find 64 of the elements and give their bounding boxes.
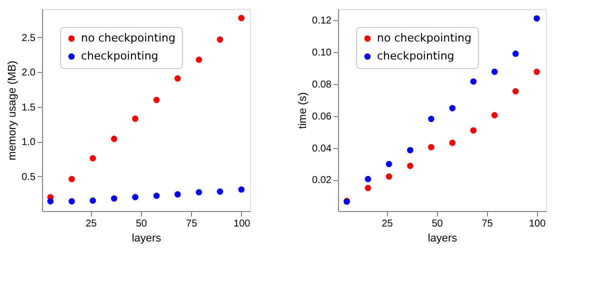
- y-tick-label: 0.08: [312, 79, 332, 90]
- y-axis-title: time (s): [297, 92, 310, 129]
- point: [449, 140, 456, 146]
- y-tick-label: 0.5: [22, 172, 36, 183]
- legend-label: checkpointing: [377, 50, 454, 62]
- x-tick-label: 100: [234, 218, 251, 230]
- y-tick-label: 2.0: [22, 68, 36, 79]
- y-tick-label: 0.02: [312, 175, 332, 186]
- point: [428, 116, 434, 122]
- point: [174, 75, 181, 82]
- point: [196, 189, 202, 196]
- y-tick-label: 1.0: [22, 137, 36, 148]
- point: [534, 68, 540, 75]
- point: [90, 155, 96, 162]
- point: [364, 184, 372, 192]
- point: [386, 173, 392, 180]
- point: [68, 198, 75, 204]
- x-tick-label: 100: [528, 218, 546, 230]
- point: [470, 127, 477, 134]
- point: [132, 194, 138, 200]
- point: [238, 14, 245, 22]
- x-tick-label: 25: [382, 218, 394, 230]
- point: [449, 105, 456, 112]
- point: [407, 147, 414, 154]
- y-tick-label: 0.10: [312, 47, 332, 58]
- point: [196, 56, 202, 63]
- point: [470, 78, 477, 85]
- x-tick-label: 50: [432, 218, 444, 230]
- point: [407, 162, 414, 169]
- x-tick-label: 50: [136, 218, 148, 230]
- x-tick-label: 75: [186, 218, 198, 230]
- point: [132, 116, 138, 122]
- y-tick-label: 2.5: [22, 32, 36, 44]
- y-tick-label: 1.5: [22, 102, 36, 114]
- point: [216, 188, 224, 195]
- point: [110, 195, 118, 202]
- y-axis-title: memory usage (MB): [6, 60, 19, 160]
- point: [68, 176, 75, 182]
- point: [238, 186, 245, 193]
- legend-label: no checkpointing: [81, 32, 176, 44]
- y-tick-label: 0.06: [312, 111, 332, 122]
- point: [512, 88, 519, 94]
- point: [364, 176, 372, 182]
- point: [90, 197, 96, 204]
- x-axis-title: layers: [428, 232, 458, 244]
- point: [216, 36, 224, 43]
- x-tick-label: 75: [482, 218, 494, 230]
- legend-label: checkpointing: [81, 50, 158, 62]
- point: [153, 96, 160, 104]
- x-axis-title: layers: [132, 232, 162, 244]
- point: [47, 198, 54, 204]
- x-tick-label: 25: [86, 218, 98, 230]
- point: [174, 191, 181, 198]
- point: [491, 68, 498, 75]
- legend-label: no checkpointing: [377, 32, 472, 44]
- point: [428, 144, 434, 150]
- point: [110, 136, 118, 142]
- point: [534, 15, 540, 22]
- y-tick-label: 0.04: [312, 143, 332, 154]
- point: [491, 112, 498, 118]
- point: [512, 50, 519, 57]
- point: [153, 192, 160, 199]
- point: [386, 160, 392, 168]
- y-tick-label: 0.12: [312, 16, 332, 27]
